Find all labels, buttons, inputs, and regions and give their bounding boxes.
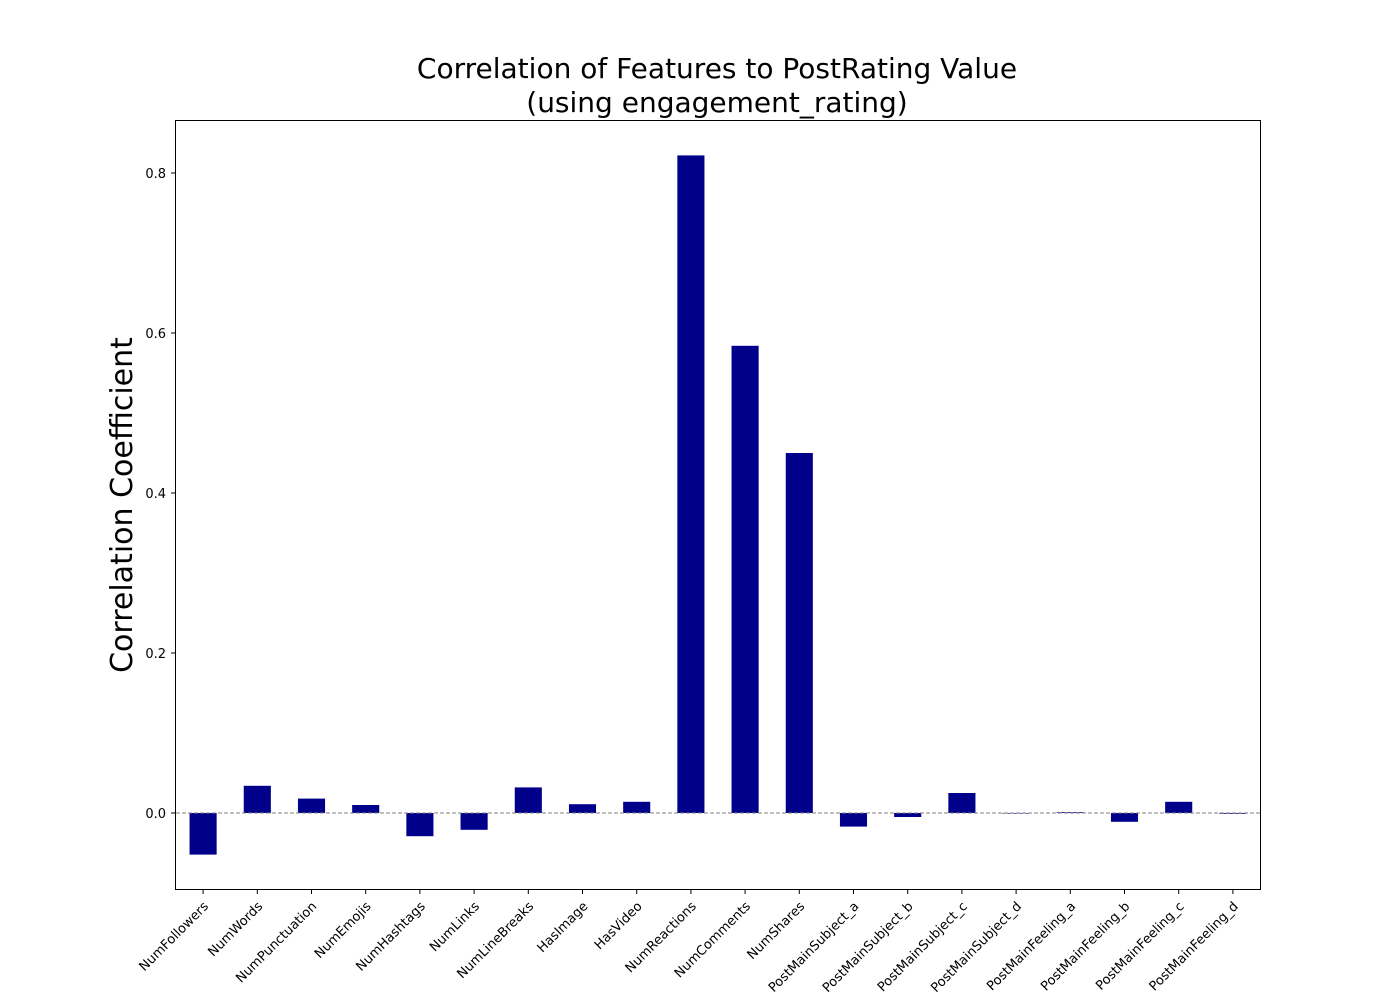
chart-title-line-2: (using engagement_rating) [526, 86, 907, 119]
y-tick-label: 0.4 [145, 487, 166, 502]
bar-numhashtags [406, 813, 434, 837]
bar-postmainsubject_c [948, 793, 976, 813]
x-category-label: HasImage [535, 899, 592, 956]
x-category-label: PostMainSubject_d [928, 899, 1025, 996]
x-category-label: PostMainFeeling_a [984, 899, 1079, 994]
x-category-label: PostMainFeeling_d [1147, 899, 1242, 994]
bar-numcomments [731, 345, 759, 813]
chart-title-line-1: Correlation of Features to PostRating Va… [417, 52, 1017, 85]
bar-postmainsubject_b [894, 813, 922, 817]
bar-numemojis [352, 805, 380, 813]
bar-postmainsubject_a [839, 813, 868, 827]
x-category-label: PostMainSubject_a [766, 899, 862, 995]
bar-numreactions [677, 155, 705, 813]
x-category-label: NumFollowers [137, 899, 212, 974]
bar-numlinebreaks [514, 787, 542, 813]
x-category-label: HasVideo [592, 899, 646, 953]
bar-numpunctuation [297, 798, 326, 813]
plot-frame [175, 120, 1261, 890]
bar-hasimage [568, 804, 597, 813]
plot-area: 0.00.20.40.60.8NumFollowersNumWordsNumPu… [137, 155, 1260, 996]
x-category-label: NumLinks [427, 899, 483, 955]
bar-numlinks [460, 813, 488, 830]
y-tick-label: 0.2 [145, 647, 166, 662]
x-category-label: PostMainFeeling_b [1038, 899, 1133, 994]
y-tick-label: 0.0 [145, 807, 166, 822]
x-category-label: PostMainSubject_b [820, 899, 917, 996]
x-category-label: PostMainSubject_c [875, 899, 971, 995]
bar-numfollowers [189, 813, 217, 855]
bar-numshares [785, 453, 813, 813]
y-axis-label: Correlation Coefficient [105, 337, 140, 673]
y-tick-label: 0.6 [145, 327, 166, 342]
bar-postmainfeeling_b [1110, 813, 1139, 822]
bar-postmainfeeling_c [1165, 801, 1193, 813]
y-tick-label: 0.8 [145, 167, 166, 182]
bar-hasvideo [623, 801, 651, 813]
bar-numwords [243, 785, 271, 813]
